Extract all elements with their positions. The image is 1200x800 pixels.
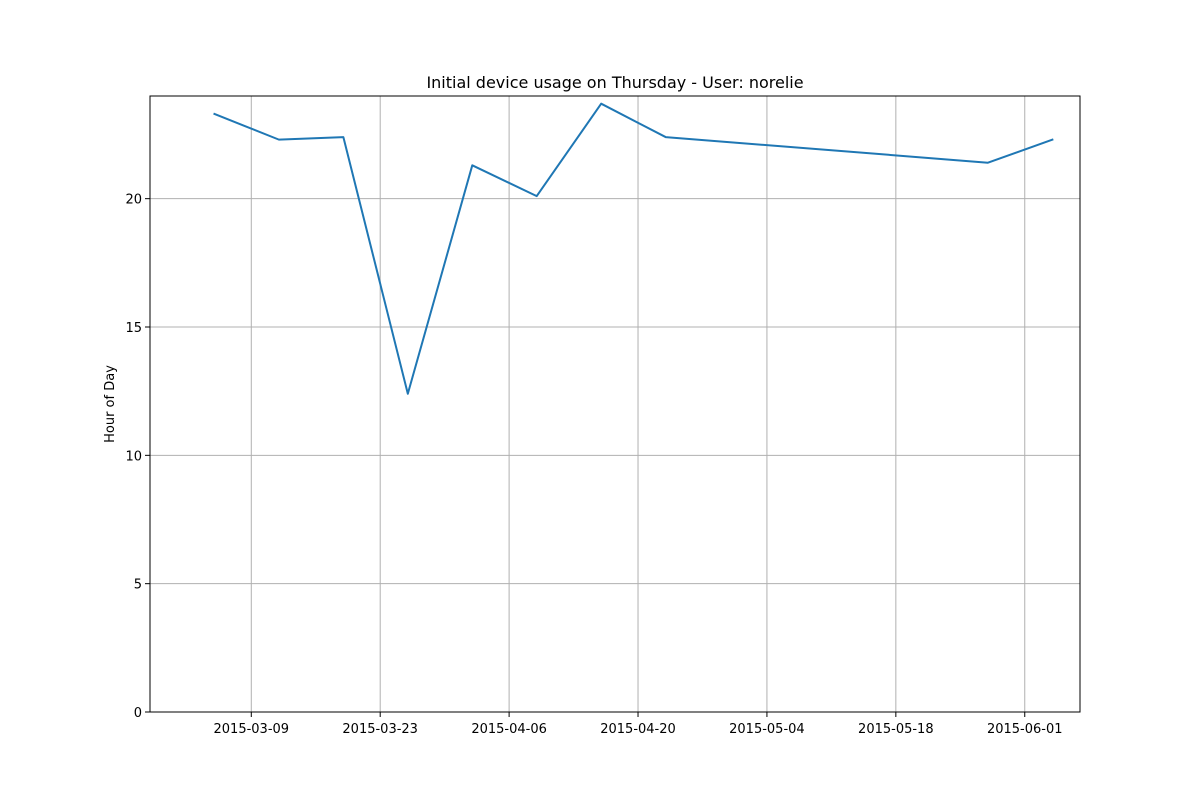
y-axis-label: Hour of Day	[103, 365, 118, 443]
y-tick-label: 20	[125, 193, 142, 208]
y-tick-label: 15	[125, 321, 142, 336]
y-tick-label: 10	[125, 449, 142, 464]
axis-ticks: 2015-03-09 2015-03-23 2015-04-06 2015-04-20…	[125, 193, 1062, 737]
x-tick-label: 2015-05-04	[729, 722, 805, 737]
x-tick-label: 2015-05-18	[858, 722, 934, 737]
x-tick-label: 2015-03-09	[214, 722, 290, 737]
x-tick-label: 2015-03-23	[342, 722, 418, 737]
data-series	[213, 102, 1054, 395]
plot-area-frame	[149, 95, 1081, 713]
x-tick-label: 2015-04-06	[471, 722, 547, 737]
chart-title: Initial device usage on Thursday - User:…	[426, 73, 803, 92]
x-tick-label: 2015-04-20	[600, 722, 676, 737]
y-tick-label: 0	[134, 706, 142, 721]
x-tick-label: 2015-06-01	[987, 722, 1063, 737]
y-tick-label: 5	[134, 578, 142, 593]
series-line	[213, 102, 1054, 395]
grid	[150, 96, 1080, 713]
